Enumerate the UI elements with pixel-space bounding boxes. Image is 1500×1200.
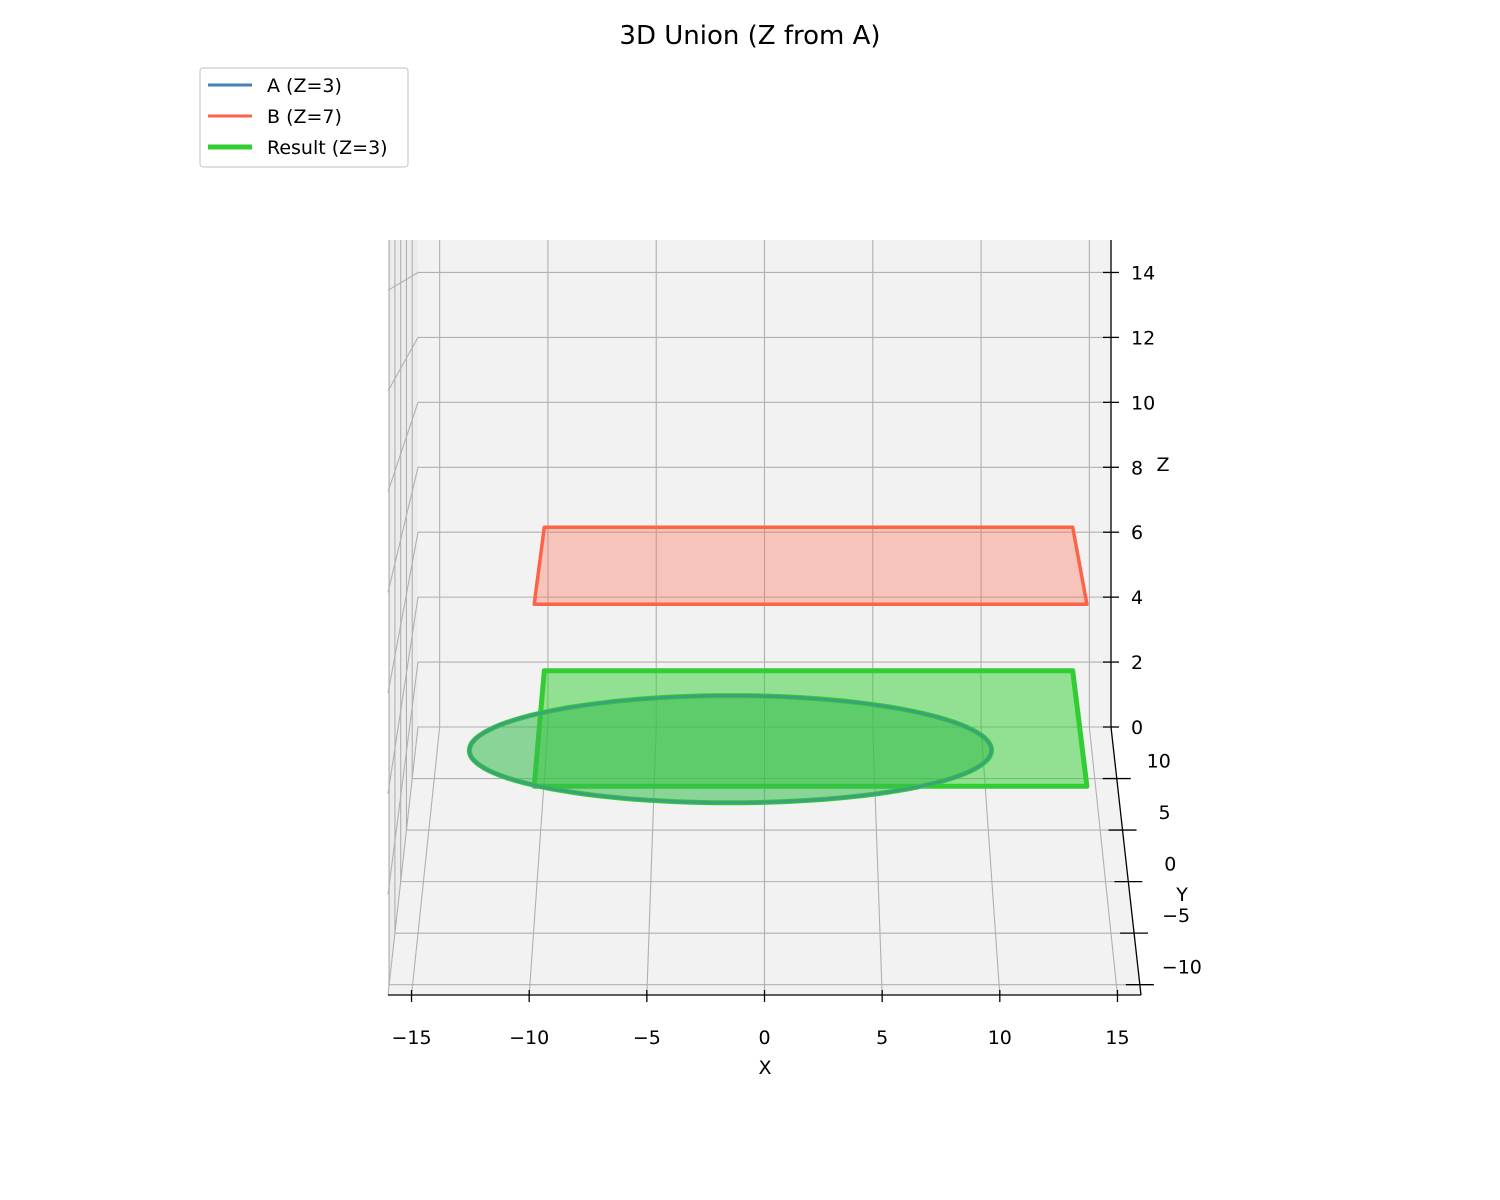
grid-line-z (387, 336, 1111, 392)
y-tick-label: 0 (1164, 854, 1176, 876)
z-tick-label: 14 (1131, 262, 1155, 284)
x-tick-label: 15 (1105, 1027, 1129, 1049)
y-tick-label: 5 (1158, 802, 1170, 824)
x-tick-label: 0 (758, 1027, 770, 1049)
x-tick-label: −15 (391, 1027, 431, 1049)
legend-label: A (Z=3) (267, 75, 342, 97)
z-tick-label: 4 (1131, 587, 1143, 609)
x-axis-label: X (758, 1057, 771, 1079)
plot-shapes (466, 525, 1090, 806)
grid-line-z (387, 661, 1111, 895)
result-fill-ellipse (469, 695, 992, 803)
z-tick-label: 2 (1131, 652, 1143, 674)
y-axis-label: Y (1175, 884, 1188, 906)
z-axis-label: Z (1156, 454, 1169, 476)
legend-frame (199, 67, 409, 168)
grid-line-z (387, 401, 1111, 492)
legend-label: B (Z=7) (267, 106, 342, 128)
x-tick-label: 5 (876, 1027, 888, 1049)
z-tick-label: 12 (1131, 327, 1155, 349)
x-tick-label: 10 (988, 1027, 1012, 1049)
side-pane (388, 240, 418, 995)
z-tick-label: 8 (1131, 457, 1143, 479)
grid-line-z (387, 271, 1111, 291)
result-outline-rectangle (531, 668, 1090, 789)
grid-line-z (387, 531, 1111, 694)
z-tick-label: 0 (1131, 717, 1143, 739)
grid-line-z (387, 596, 1111, 794)
grid-lines (387, 240, 1140, 996)
chart-title: 3D Union (Z from A) (619, 21, 880, 51)
grid-line-z (387, 466, 1111, 593)
y-tick-label: −10 (1162, 957, 1202, 979)
z-tick-label: 6 (1131, 522, 1143, 544)
y-tick-label: 10 (1147, 751, 1171, 773)
z-tick-label: 10 (1131, 392, 1155, 414)
series-b-rectangle (532, 525, 1089, 606)
legend: A (Z=3) B (Z=7) Result (Z=3) (199, 67, 409, 168)
x-tick-label: −10 (509, 1027, 549, 1049)
legend-label: Result (Z=3) (267, 137, 388, 159)
y-tick-label: −5 (1162, 905, 1190, 927)
series-a-ellipse (467, 694, 994, 805)
y-axis-line (1110, 726, 1142, 996)
x-tick-label: −5 (633, 1027, 661, 1049)
